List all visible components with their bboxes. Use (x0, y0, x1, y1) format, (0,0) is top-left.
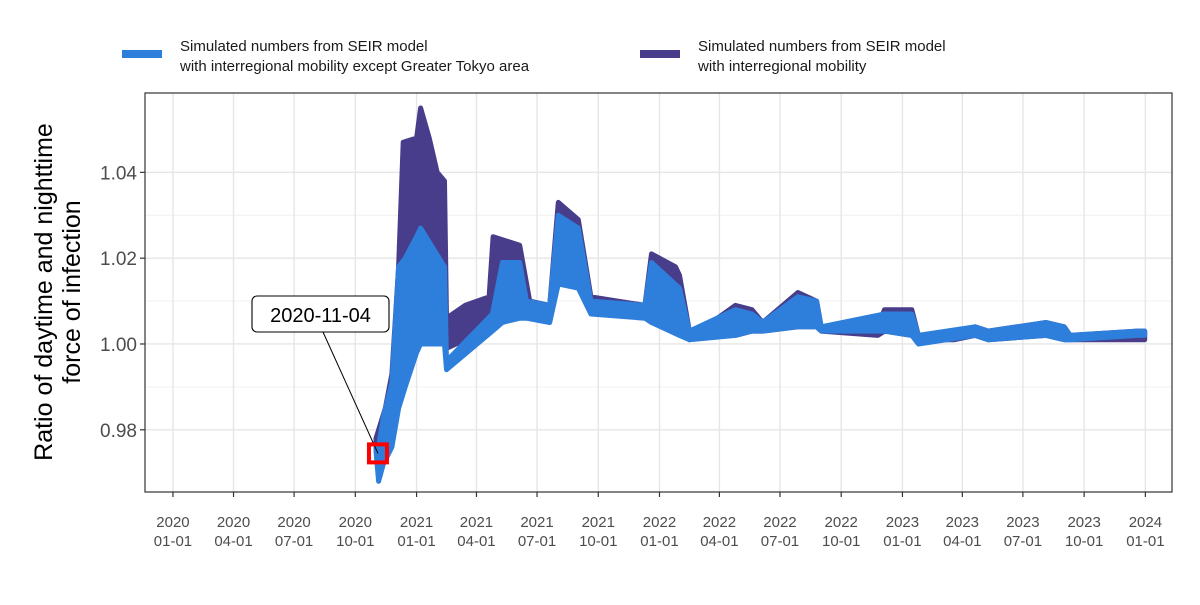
x-tick-label-date: 04-01 (214, 533, 252, 550)
x-tick-label-date: 01-01 (1126, 533, 1164, 550)
x-tick-label-year: 2020 (156, 514, 189, 531)
legend: Simulated numbers from SEIR model with in… (122, 38, 946, 75)
x-tick-label-year: 2021 (520, 514, 553, 531)
x-tick-label-date: 10-01 (579, 533, 617, 550)
x-tick-label-year: 2020 (217, 514, 250, 531)
x-tick-label-year: 2022 (643, 514, 676, 531)
x-tick-label-year: 2023 (1006, 514, 1039, 531)
x-tick-label-year: 2020 (339, 514, 372, 531)
y-tick-label: 1.00 (100, 335, 137, 356)
annotations: 2020-11-04 (251, 295, 390, 465)
x-tick-label-year: 2020 (277, 514, 310, 531)
y-tick-label: 1.02 (100, 249, 137, 270)
y-axis-title-line: force of infection (58, 200, 86, 383)
annotation-label: 2020-11-04 (270, 305, 371, 327)
legend-label: Simulated numbers from SEIR model (180, 38, 428, 55)
x-tick-label-date: 07-01 (518, 533, 556, 550)
annotation-leader (322, 331, 379, 454)
x-tick-label-date: 04-01 (457, 533, 495, 550)
x-tick-label-date: 10-01 (822, 533, 860, 550)
y-axis-title-line: Ratio of daytime and nighttime (30, 123, 58, 461)
x-tick-label-year: 2021 (400, 514, 433, 531)
x-tick-label-date: 04-01 (700, 533, 738, 550)
x-tick-label-date: 01-01 (640, 533, 678, 550)
y-axis-title: Ratio of daytime and nighttimeforce of i… (30, 123, 86, 461)
legend-label: Simulated numbers from SEIR model (698, 38, 946, 55)
x-tick-label-date: 07-01 (275, 533, 313, 550)
x-tick-label-date: 01-01 (154, 533, 192, 550)
x-tick-label-date: 10-01 (1065, 533, 1103, 550)
x-tick-label-date: 07-01 (761, 533, 799, 550)
x-tick-label-date: 01-01 (397, 533, 435, 550)
axes: 2020 01-01 2020 04-01 2020 07-01 2020 10-01 2021… (100, 163, 1165, 550)
x-tick-label-year: 2022 (763, 514, 796, 531)
series-layer (373, 105, 1148, 484)
x-tick-label-date: 07-01 (1004, 533, 1042, 550)
legend-label: with interregional mobility (697, 58, 867, 75)
x-tick-label-date: 04-01 (943, 533, 981, 550)
annotation-box (251, 295, 390, 333)
y-tick-label: 0.98 (100, 421, 137, 442)
annotation-marker (366, 442, 389, 465)
x-tick-label-year: 2021 (582, 514, 615, 531)
legend-label: with interregional mobility except Great… (179, 58, 530, 75)
series-band-1 (373, 212, 1148, 484)
y-tick-label: 1.04 (100, 163, 137, 184)
x-tick-label-year: 2024 (1129, 514, 1162, 531)
plot-border (144, 92, 1173, 493)
x-tick-label-year: 2022 (825, 514, 858, 531)
x-tick-label-year: 2023 (946, 514, 979, 531)
gridlines (145, 93, 1172, 492)
x-tick-label-date: 01-01 (883, 533, 921, 550)
x-tick-label-year: 2021 (460, 514, 493, 531)
x-tick-label-year: 2023 (886, 514, 919, 531)
x-tick-label-year: 2022 (703, 514, 736, 531)
x-tick-label-date: 10-01 (336, 533, 374, 550)
legend-key (122, 50, 162, 58)
legend-key (640, 50, 680, 58)
x-tick-label-year: 2023 (1067, 514, 1100, 531)
